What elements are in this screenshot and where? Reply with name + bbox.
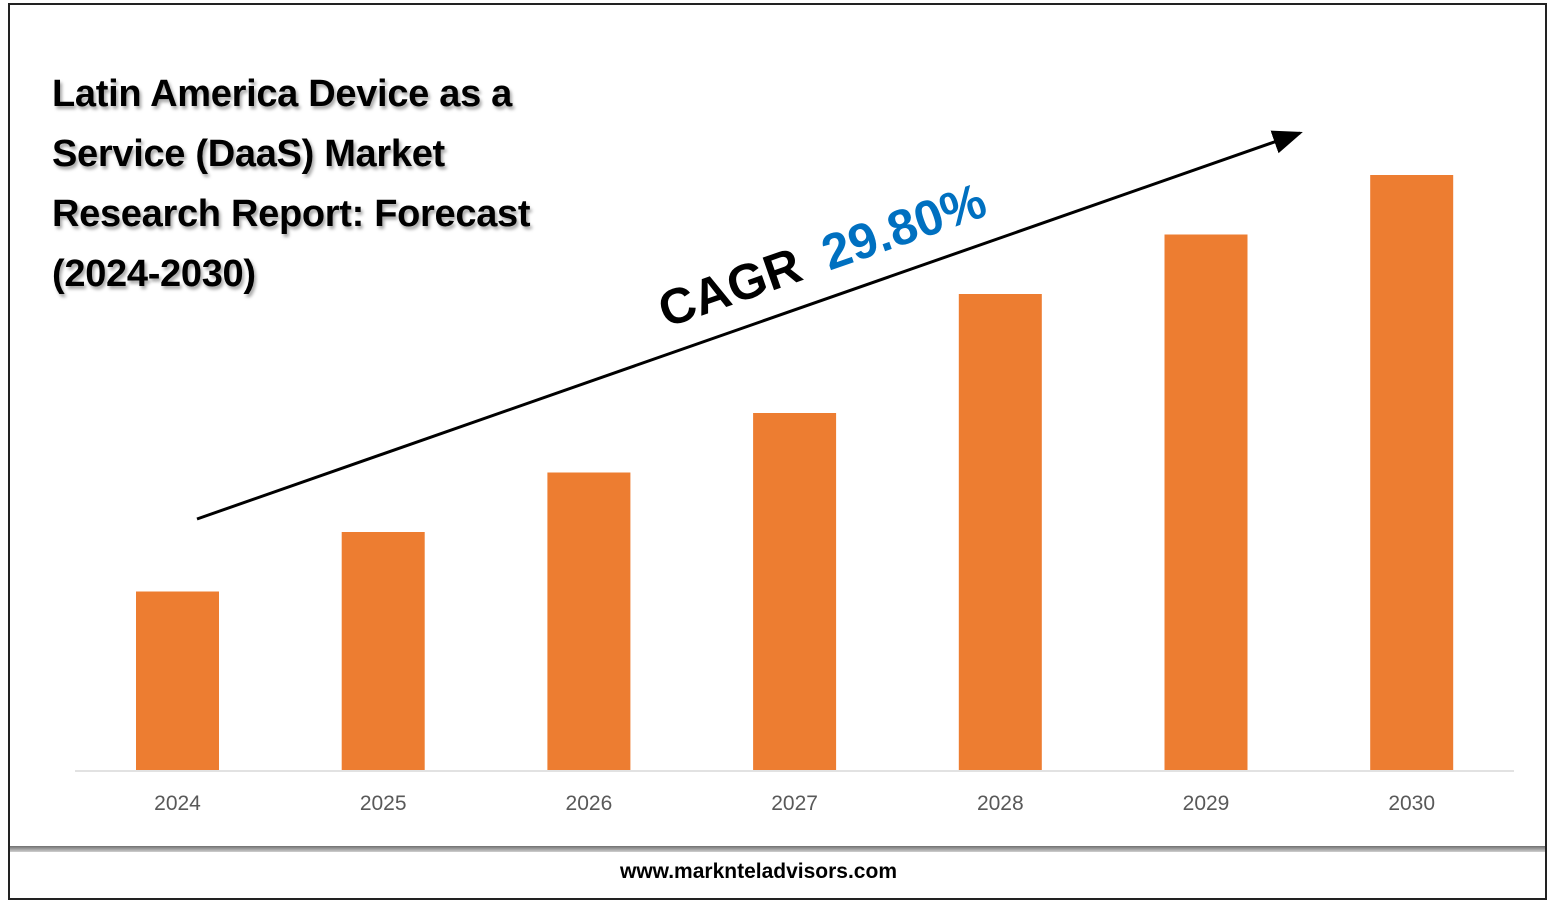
bar-2030 bbox=[1370, 175, 1454, 770]
x-tick-label-2028: 2028 bbox=[977, 792, 1024, 815]
bar-2027 bbox=[753, 413, 837, 770]
cagr-trend-arrow bbox=[196, 130, 1303, 521]
bar-2028 bbox=[958, 294, 1042, 770]
footer-url: www.marknteladvisors.com bbox=[620, 860, 897, 883]
footer-divider bbox=[10, 846, 1545, 852]
chart-title: Latin America Device as a Service (DaaS)… bbox=[52, 73, 531, 295]
x-tick-label-2027: 2027 bbox=[771, 792, 818, 815]
x-tick-label-2029: 2029 bbox=[1183, 792, 1230, 815]
cagr-value: 29.80% bbox=[815, 172, 994, 281]
cagr-annotation: CAGR 29.80% bbox=[651, 172, 993, 338]
bar-series bbox=[136, 175, 1454, 770]
x-tick-label-2030: 2030 bbox=[1388, 792, 1435, 815]
bar-2024 bbox=[136, 591, 219, 770]
bar-2025 bbox=[341, 532, 425, 770]
x-tick-label-2025: 2025 bbox=[360, 792, 407, 815]
bar-2026 bbox=[547, 472, 631, 770]
x-tick-label-2024: 2024 bbox=[154, 792, 201, 815]
x-axis-ticks: 2024 2025 2026 2027 2028 2029 2030 bbox=[154, 792, 1435, 815]
bar-2029 bbox=[1164, 234, 1248, 770]
cagr-label: CAGR bbox=[651, 237, 808, 339]
x-tick-label-2026: 2026 bbox=[566, 792, 613, 815]
